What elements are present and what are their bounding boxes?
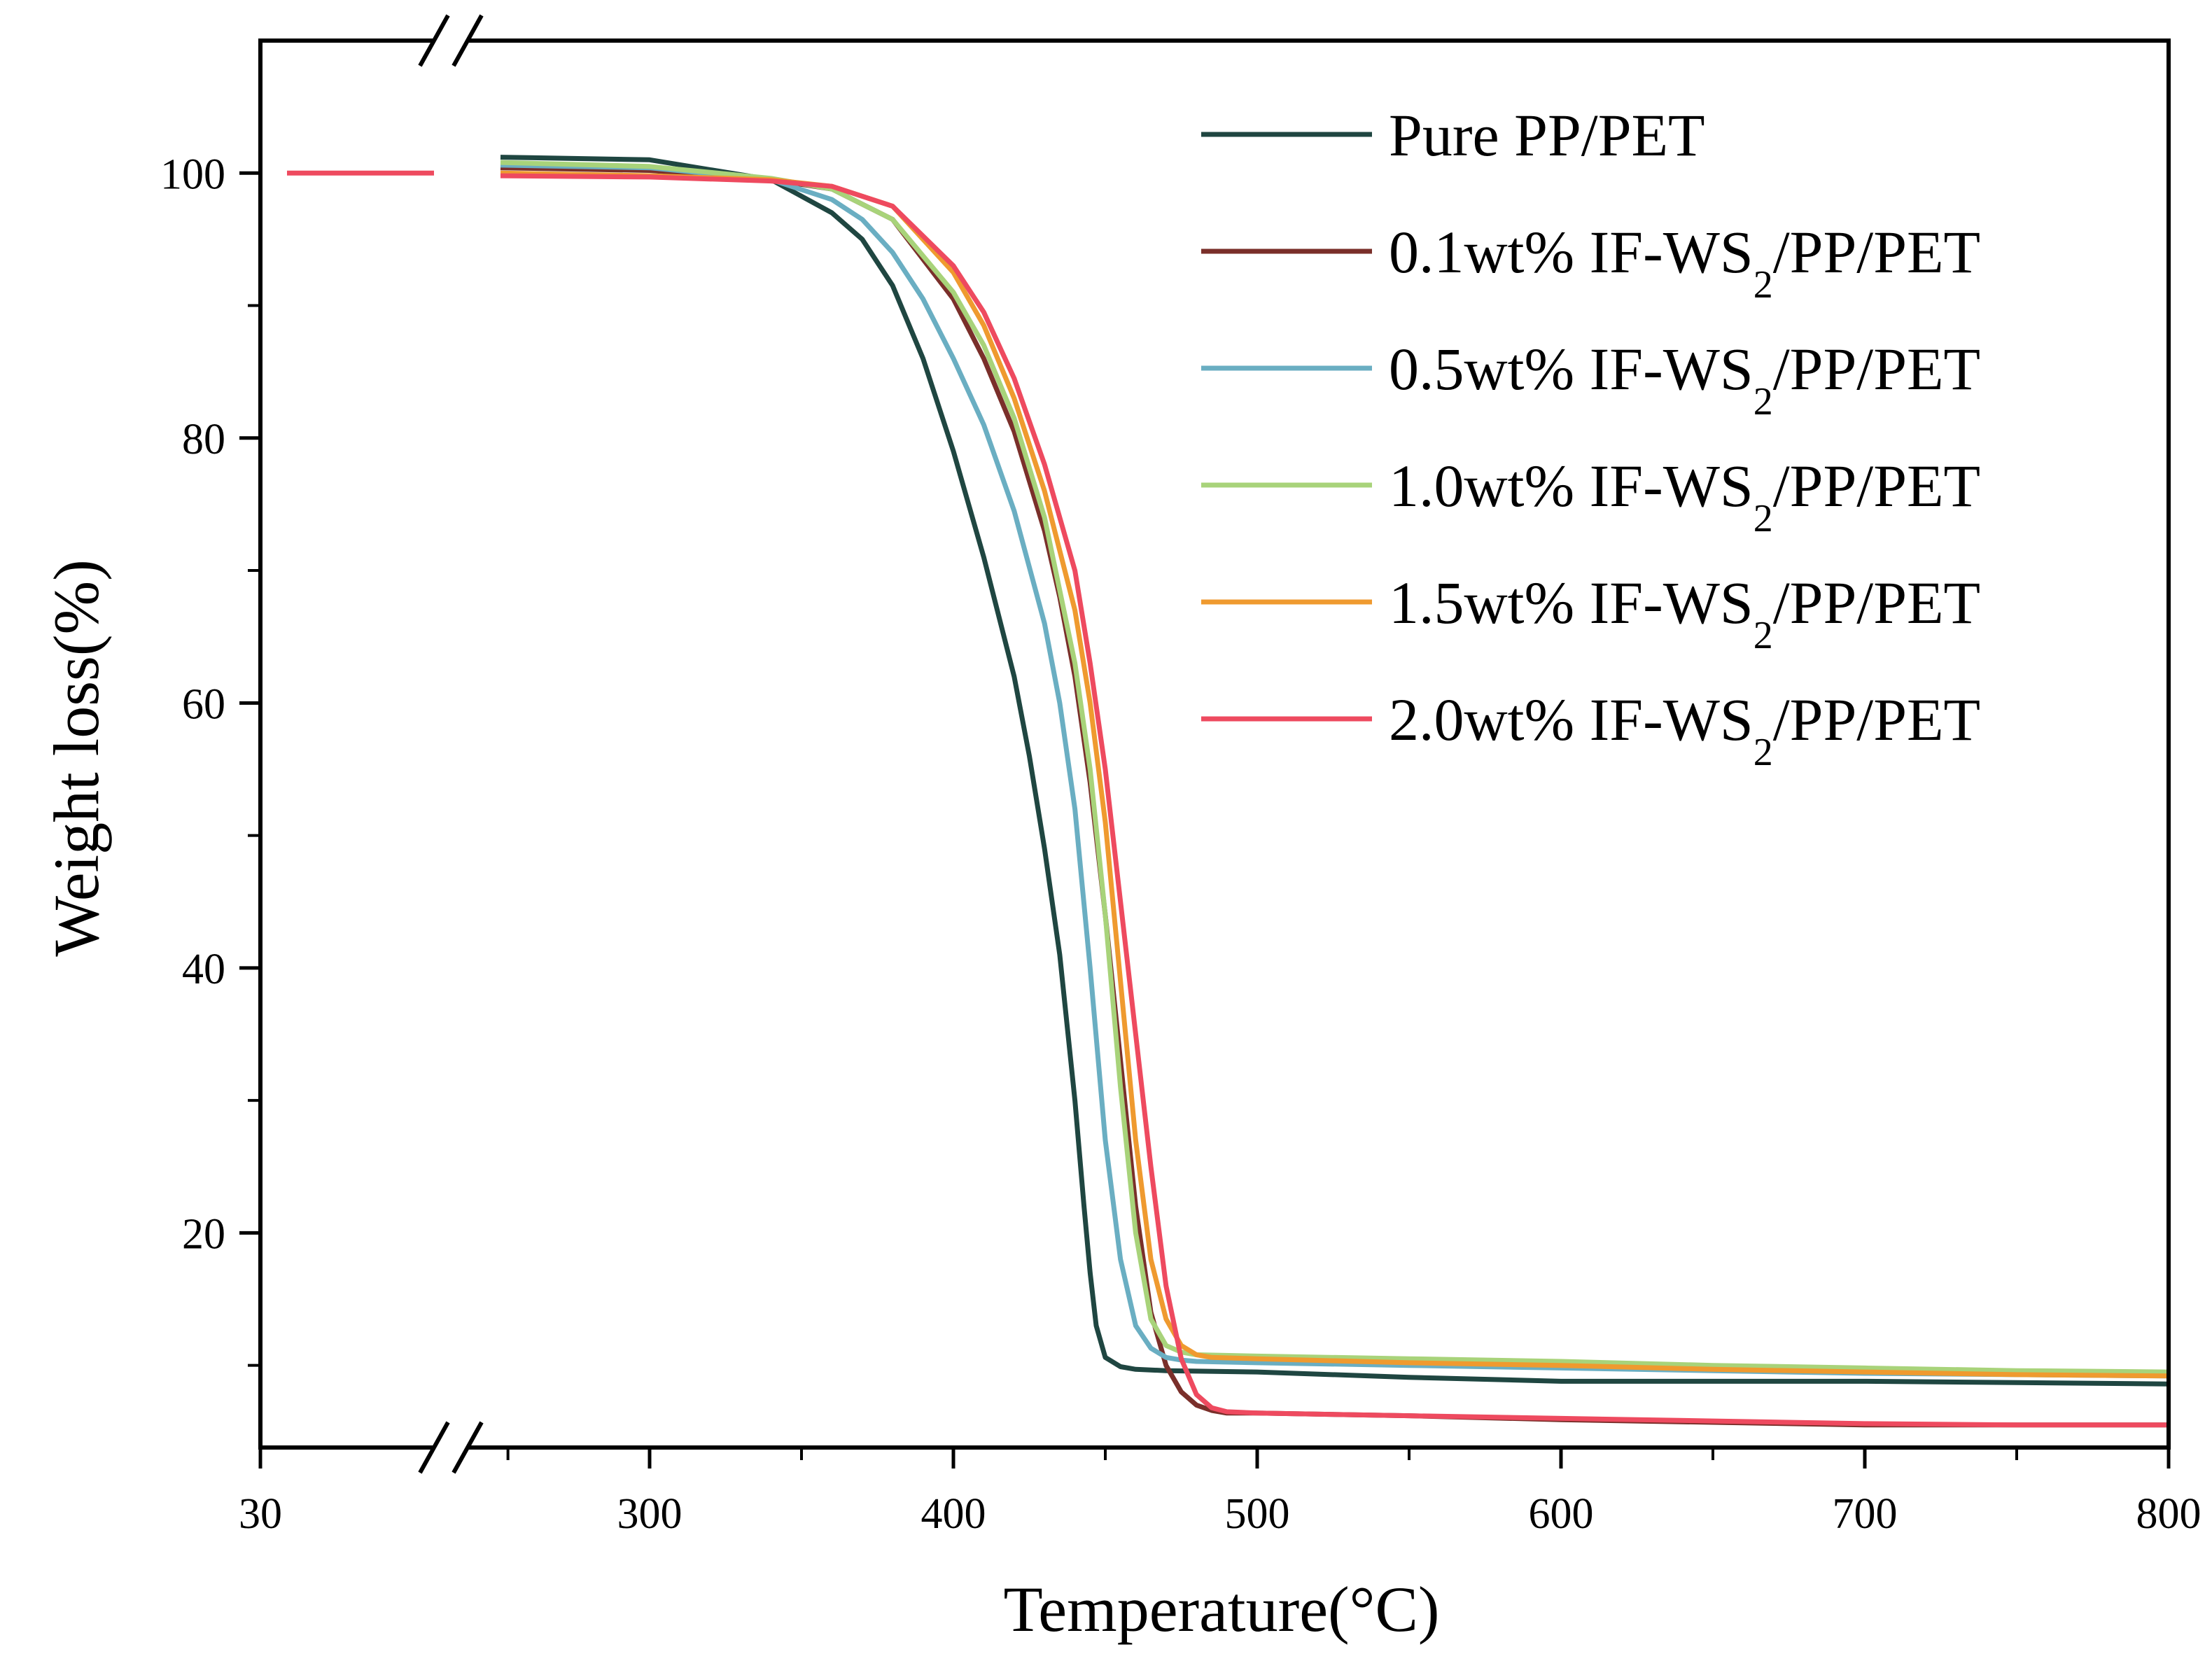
legend-label-5: 2.0wt% IF-WS2/PP/PET xyxy=(1389,686,1980,774)
x-tick-label: 700 xyxy=(1833,1490,1898,1538)
x-axis-title: Temperature(°C) xyxy=(1004,1574,1440,1645)
axis-break-gap xyxy=(433,34,469,48)
legend-label-2: 0.5wt% IF-WS2/PP/PET xyxy=(1389,335,1980,423)
y-tick-label: 40 xyxy=(182,946,225,993)
series-line-2 xyxy=(500,162,2169,1379)
legend: Pure PP/PET 0.1wt% IF-WS2/PP/PET 0.5wt% IF… xyxy=(1201,101,1980,774)
axis-break-marks xyxy=(418,14,484,1474)
y-axis-ticks: 20 40 60 80 100 xyxy=(160,150,260,1367)
legend-label-4: 1.5wt% IF-WS2/PP/PET xyxy=(1389,569,1980,657)
x-tick-label: 500 xyxy=(1225,1490,1290,1538)
axis-break-gap xyxy=(433,1441,469,1455)
axis-break-slash xyxy=(418,14,450,67)
axis-break-slash xyxy=(451,1421,484,1474)
x-tick-label: 600 xyxy=(1529,1490,1594,1538)
series-layer xyxy=(287,155,2169,1428)
x-tick-label: 800 xyxy=(2136,1490,2202,1538)
x-tick-label: 400 xyxy=(921,1490,986,1538)
y-tick-label: 100 xyxy=(160,150,225,198)
x-tick-label: 300 xyxy=(617,1490,682,1538)
legend-label-0: Pure PP/PET xyxy=(1389,101,1705,169)
x-axis-ticks: 30 300 400 500 600 700 800 xyxy=(239,1448,2202,1538)
legend-label-3: 1.0wt% IF-WS2/PP/PET xyxy=(1389,452,1980,540)
series-line-3 xyxy=(500,160,2169,1375)
y-tick-label: 20 xyxy=(182,1210,225,1258)
series-line-0 xyxy=(500,155,2169,1387)
x-tick-label: 30 xyxy=(239,1490,282,1538)
legend-label-1: 0.1wt% IF-WS2/PP/PET xyxy=(1389,218,1980,307)
axis-break-slash xyxy=(451,14,484,67)
y-tick-label: 60 xyxy=(182,680,225,728)
y-axis-title: Weight loss(%) xyxy=(41,559,112,957)
plot-frame xyxy=(258,38,2171,1450)
series-line-5 xyxy=(500,173,2169,1428)
y-tick-label: 80 xyxy=(182,416,225,463)
axis-break-slash xyxy=(418,1421,450,1474)
